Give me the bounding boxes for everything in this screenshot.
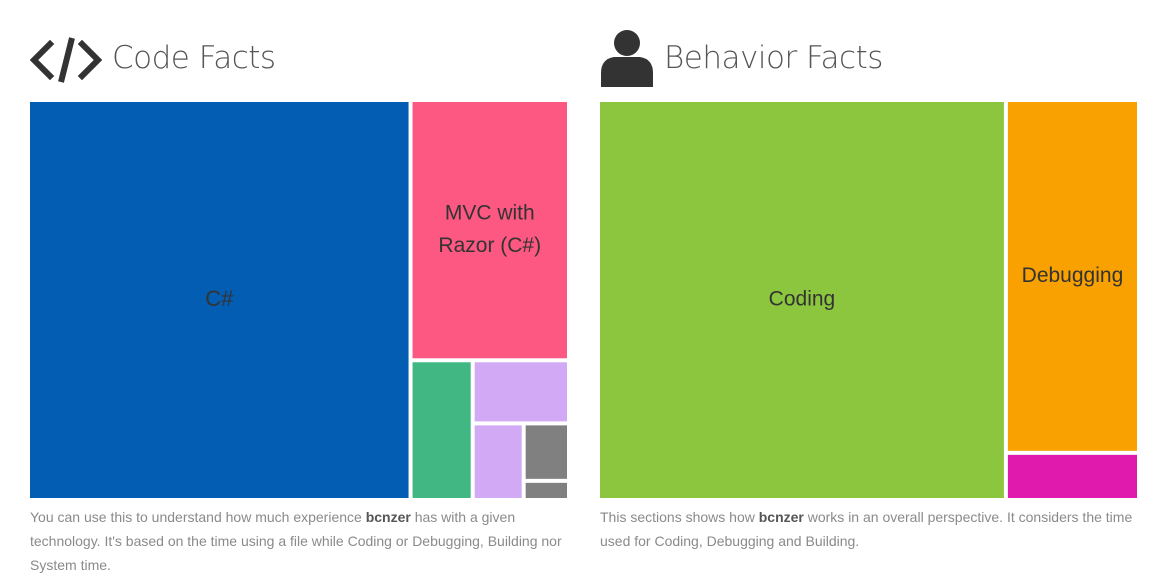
behavior-facts-chart: Coding Debugging — [600, 102, 1137, 498]
tile-4[interactable] — [474, 362, 567, 422]
code-facts-title: Code Facts — [112, 40, 276, 76]
tile-3[interactable] — [412, 362, 471, 498]
behavior-facts-treemap: Coding Debugging — [600, 102, 1137, 498]
code-facts-description: You can use this to understand how much … — [30, 505, 567, 577]
behavior-facts-description: This sections shows how bcnzer works in … — [600, 505, 1137, 553]
tile-7[interactable] — [525, 482, 567, 498]
desc-text: has with a given technology. It's based … — [30, 509, 562, 573]
tile-debugging[interactable] — [1007, 102, 1137, 451]
tile-debugging-label: Debugging — [1022, 264, 1124, 287]
tile-c[interactable] — [30, 102, 409, 498]
desc-text: This sections shows how — [600, 509, 759, 525]
username: bcnzer — [365, 509, 411, 525]
code-facts-heading: Code Facts — [30, 30, 276, 86]
code-facts-chart: C# MVC with Razor (C#) — [30, 102, 567, 498]
tile-c-label: C# — [205, 286, 234, 311]
tile-5[interactable] — [474, 425, 522, 498]
user-icon — [601, 30, 653, 87]
tile-mvc-with-razor-c-label: MVC with — [445, 201, 535, 224]
tile-coding-label: Coding — [769, 288, 836, 311]
desc-text: works in an overall perspective. It cons… — [600, 509, 1133, 549]
tile-coding[interactable] — [600, 102, 1004, 498]
tile-mvc-with-razor-c[interactable] — [412, 102, 567, 359]
tile-3[interactable] — [1007, 454, 1137, 498]
behavior-facts-title: Behavior Facts — [664, 40, 883, 76]
desc-text: You can use this to understand how much … — [30, 509, 366, 525]
tile-6[interactable] — [525, 425, 567, 479]
code-facts-treemap: C# MVC with Razor (C#) — [30, 102, 567, 498]
code-brackets-icon — [30, 37, 102, 83]
username: bcnzer — [758, 509, 804, 525]
tile-mvc-with-razor-c-label: Razor (C#) — [438, 234, 541, 257]
behavior-facts-heading: Behavior Facts — [600, 30, 883, 87]
